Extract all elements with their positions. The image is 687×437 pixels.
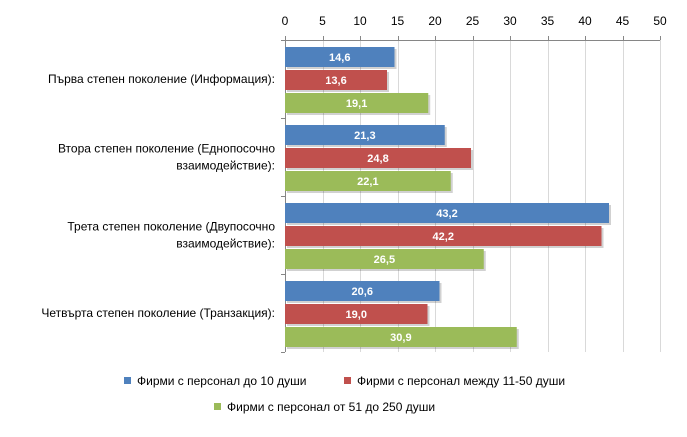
data-label: 19,0 bbox=[346, 309, 367, 321]
x-tick-label: 15 bbox=[391, 14, 405, 28]
data-label: 43,2 bbox=[436, 208, 457, 220]
legend: Фирми с персонал до 10 души Фирми с персо… bbox=[124, 374, 565, 414]
x-tick-label: 50 bbox=[653, 14, 667, 28]
data-labels: 14,6 13,619,1 21,3 24,8 22,1 43,2 42,2 26,5 20,6… bbox=[325, 52, 457, 344]
bars bbox=[285, 47, 611, 349]
x-tick-label: 35 bbox=[541, 14, 555, 28]
bar bbox=[285, 327, 517, 347]
data-label: 30,9 bbox=[390, 332, 411, 344]
x-tick-label: 10 bbox=[353, 14, 367, 28]
data-label: 21,3 bbox=[354, 130, 375, 142]
bar bbox=[285, 304, 428, 324]
category-label: Трета степен поколение (Двупосочно взаимо… bbox=[67, 220, 275, 251]
data-label: 20,6 bbox=[352, 286, 373, 298]
x-tick-label: 20 bbox=[428, 14, 442, 28]
category-label: Четвърта степен поколение (Транзакция): bbox=[41, 306, 275, 320]
x-axis-ticks: 0 5 10 15 20 25 30 35 40 45 50 bbox=[281, 14, 667, 353]
category-label-line: взаимодействие): bbox=[176, 237, 275, 251]
data-label: 26,5 bbox=[374, 254, 395, 266]
category-label-line: Втора степен поколение (Еднопосочно bbox=[58, 142, 275, 156]
category-label-line: Първа степен поколение (Информация): bbox=[48, 72, 275, 86]
x-tick-label: 0 bbox=[282, 14, 289, 28]
bar bbox=[285, 125, 445, 145]
legend-label: Фирми с персонал между 11-50 души bbox=[357, 374, 565, 388]
legend-swatch bbox=[344, 377, 351, 384]
data-label: 19,1 bbox=[346, 98, 367, 110]
bar bbox=[285, 249, 484, 269]
legend-label: Фирми с персонал до 10 души bbox=[137, 374, 306, 388]
x-tick-label: 30 bbox=[503, 14, 517, 28]
x-tick-label: 40 bbox=[578, 14, 592, 28]
bar bbox=[285, 148, 471, 168]
gridlines bbox=[285, 40, 661, 352]
data-label: 13,6 bbox=[325, 75, 346, 87]
x-tick-label: 5 bbox=[319, 14, 326, 28]
legend-label: Фирми с персонал от 51 до 250 души bbox=[227, 400, 435, 414]
bar bbox=[285, 203, 609, 223]
x-tick-label: 45 bbox=[616, 14, 630, 28]
data-label: 24,8 bbox=[367, 153, 388, 165]
category-label: Втора степен поколение (Еднопосочно взаим… bbox=[58, 142, 275, 173]
category-label-line: Трета степен поколение (Двупосочно bbox=[67, 220, 275, 234]
legend-swatch bbox=[214, 403, 221, 410]
bar bbox=[285, 93, 429, 113]
data-label: 22,1 bbox=[357, 176, 378, 188]
data-label: 14,6 bbox=[329, 52, 350, 64]
bar bbox=[285, 47, 395, 67]
category-label-line: Четвърта степен поколение (Транзакция): bbox=[41, 306, 275, 320]
category-label: Първа степен поколение (Информация): bbox=[48, 72, 275, 86]
bar bbox=[285, 70, 387, 90]
bar bbox=[285, 226, 602, 246]
x-tick-label: 25 bbox=[466, 14, 480, 28]
data-label: 42,2 bbox=[433, 231, 454, 243]
category-label-line: взаимодействие): bbox=[176, 159, 275, 173]
category-labels: Първа степен поколение (Информация): Втор… bbox=[41, 72, 275, 320]
bar bbox=[285, 281, 440, 301]
legend-swatch bbox=[124, 377, 131, 384]
bar bbox=[285, 171, 451, 191]
